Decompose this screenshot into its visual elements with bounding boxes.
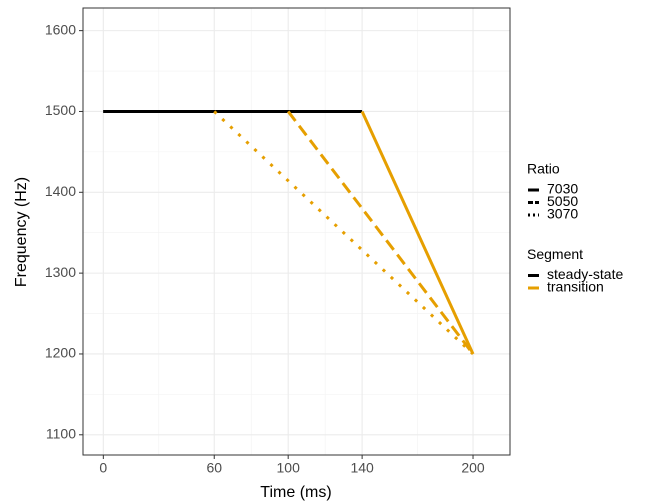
- line: [286, 110, 475, 355]
- x-tick-label: 140: [350, 460, 374, 476]
- y-tick-label: 1500: [45, 102, 76, 118]
- legend-label: transition: [547, 279, 604, 295]
- x-tick-label: 100: [277, 460, 301, 476]
- line: [360, 110, 475, 355]
- line: [213, 110, 475, 356]
- y-axis-title: Frequency (Hz): [13, 177, 30, 287]
- y-tick-label: 1600: [45, 21, 76, 37]
- x-tick-label: 0: [99, 460, 107, 476]
- x-tick-label: 60: [206, 460, 222, 476]
- legend-title: Ratio: [527, 161, 560, 177]
- panel: [83, 8, 510, 455]
- x-axis-title: Time (ms): [260, 484, 331, 501]
- legend-label: 5050: [547, 193, 578, 209]
- legend-label: 7030: [547, 181, 578, 197]
- y-tick-label: 1200: [45, 345, 76, 361]
- legend-title: Segment: [527, 246, 583, 262]
- x-tick-label: 200: [461, 460, 485, 476]
- legend-label: steady-state: [547, 266, 623, 282]
- y-tick-label: 1400: [45, 183, 76, 199]
- y-tick-label: 1100: [46, 425, 76, 441]
- panel-border: [82, 7, 511, 456]
- legend-label: 3070: [547, 206, 578, 222]
- y-tick-label: 1300: [45, 264, 76, 280]
